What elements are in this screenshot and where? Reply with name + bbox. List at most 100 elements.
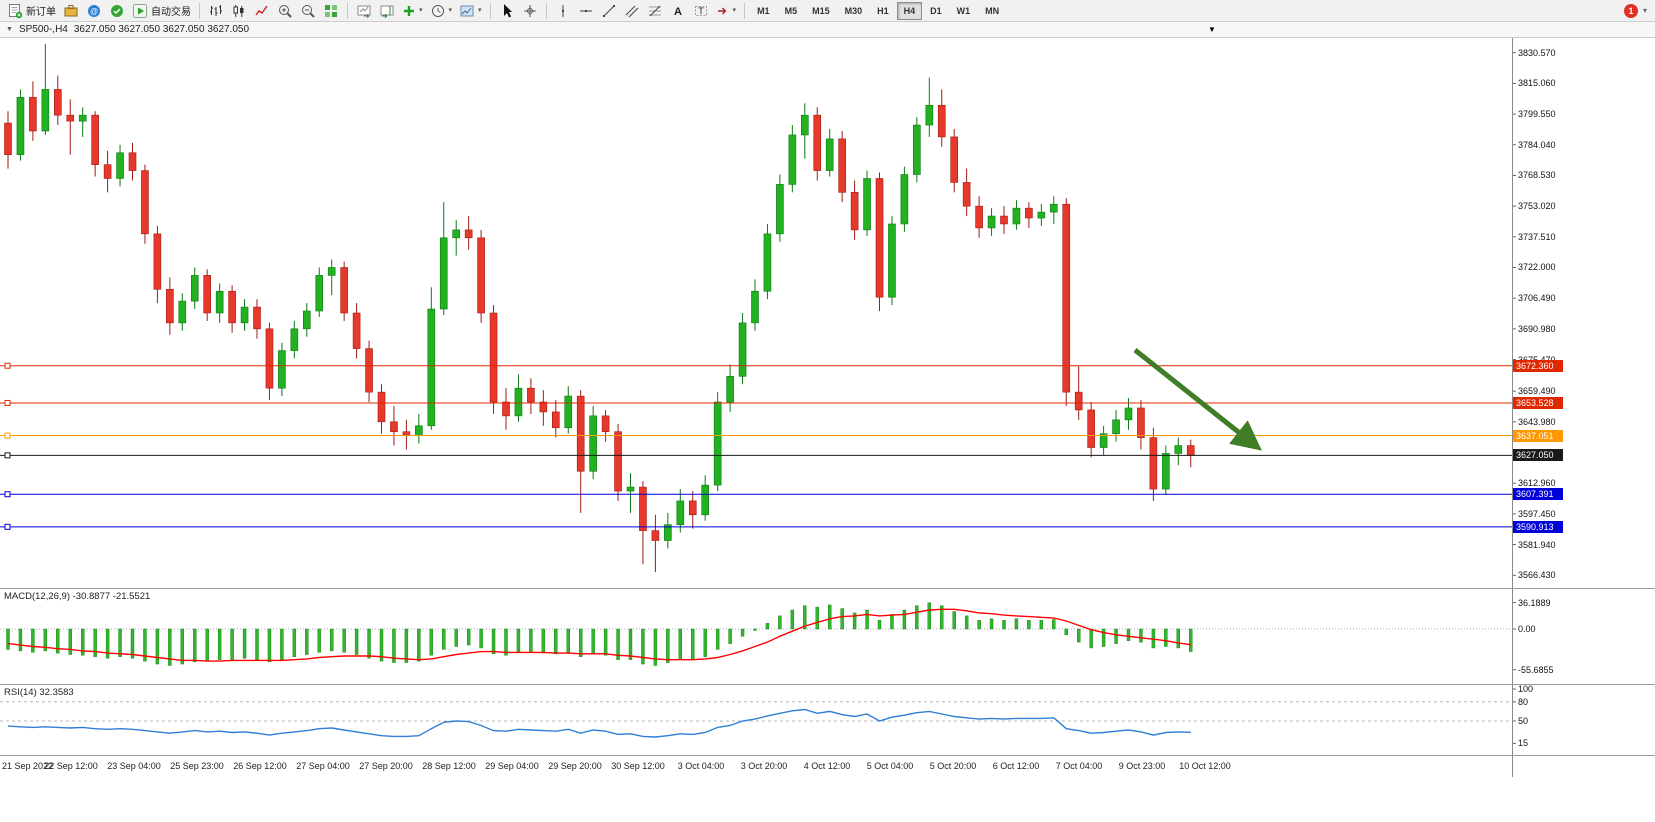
rsi-panel[interactable]: RSI(14) 32.3583 100 80 50 15 — [0, 684, 1655, 755]
candlestick-chart-button[interactable] — [228, 1, 250, 21]
price-axis-label: 3597.450 — [1518, 508, 1556, 519]
price-axis-label: 3659.490 — [1518, 386, 1556, 397]
rsi-axis-label: 100 — [1518, 684, 1534, 694]
auto-scroll-button[interactable] — [353, 1, 375, 21]
toolbar-separator — [744, 2, 746, 19]
autotrade-label: 自动交易 — [151, 7, 191, 18]
date-axis-label: 28 Sep 12:00 — [422, 761, 476, 771]
bar-chart-icon — [210, 4, 222, 16]
community-icon: @ — [88, 4, 100, 17]
date-axis-label: 29 Sep 20:00 — [548, 761, 602, 771]
price-axis-label: 3690.980 — [1518, 323, 1556, 334]
timeframe-button-h1[interactable]: H1 — [877, 5, 889, 16]
svg-text:A: A — [674, 6, 682, 18]
timeframe-button-m15[interactable]: M15 — [812, 5, 830, 16]
timeframe-button-w1[interactable]: W1 — [956, 5, 971, 16]
time-axis[interactable]: 21 Sep 2022 22 Sep 12:00 23 Sep 04:00 25 Se… — [0, 755, 1655, 777]
date-axis-label: 25 Sep 23:00 — [170, 761, 224, 771]
price-line-badge[interactable]: 3627.050 — [1513, 449, 1563, 462]
label-icon: T — [694, 5, 707, 16]
chevron-down-icon: ▾ — [732, 7, 737, 14]
toolbar-overflow-icon[interactable]: ▾ — [1642, 6, 1647, 15]
toolbar-separator — [545, 2, 547, 19]
toolbox-button[interactable] — [60, 1, 82, 21]
text-tool-button[interactable]: A — [667, 1, 689, 21]
chart-shift-marker-icon[interactable]: ▼ — [1208, 25, 1216, 34]
timeframe-button-m30[interactable]: M30 — [844, 5, 863, 16]
tile-windows-icon — [325, 4, 337, 17]
zoom-out-button[interactable] — [297, 1, 319, 21]
timeframe-button-m5[interactable]: M5 — [784, 5, 798, 16]
strategy-tester-icon — [111, 4, 123, 17]
candlestick-chart-svg — [0, 43, 1516, 576]
tile-windows-button[interactable] — [320, 1, 342, 21]
chart-shift-button[interactable] — [376, 1, 398, 21]
trendline-tool-button[interactable] — [598, 1, 620, 21]
price-line-badge[interactable]: 3672.360 — [1513, 359, 1563, 372]
main-chart-panel[interactable]: 3830.570 3815.060 3799.550 3784.040 3768.530… — [0, 38, 1655, 588]
candlestick-chart-icon — [233, 4, 244, 17]
price-line-badge[interactable]: 3590.913 — [1513, 520, 1563, 533]
rsi-chart-svg — [0, 688, 1516, 744]
line-chart-button[interactable] — [251, 1, 273, 21]
date-axis-label: 22 Sep 12:00 — [44, 761, 98, 771]
zoom-in-icon — [279, 4, 292, 18]
date-axis-label: 3 Oct 04:00 — [677, 761, 725, 771]
shapes-tool-button[interactable]: ▾ — [713, 1, 740, 21]
price-axis-label: 3722.000 — [1518, 262, 1556, 273]
cursor-button[interactable] — [496, 1, 518, 21]
fibonacci-tool-button[interactable] — [644, 1, 666, 21]
chart-stack: 3830.570 3815.060 3799.550 3784.040 3768.530… — [0, 38, 1655, 777]
period-button[interactable]: ▾ — [427, 1, 456, 21]
price-line-badge[interactable]: 3653.528 — [1513, 396, 1563, 409]
label-tool-button[interactable]: T — [690, 1, 712, 21]
vertical-line-icon — [561, 4, 564, 17]
chevron-down-icon: ▾ — [448, 7, 453, 14]
zoom-in-button[interactable] — [274, 1, 296, 21]
macd-panel[interactable]: MACD(12,26,9) -30.8877 -21.5521 36.1889 0… — [0, 588, 1655, 684]
vertical-line-tool-button[interactable] — [552, 1, 574, 21]
bar-chart-button[interactable] — [205, 1, 227, 21]
price-line-badge[interactable]: 3637.051 — [1513, 429, 1563, 442]
horizontal-line-tool-button[interactable] — [575, 1, 597, 21]
trendline-icon — [602, 4, 615, 17]
crosshair-button[interactable] — [519, 1, 541, 21]
macd-axis-label: 36.1889 — [1518, 597, 1551, 608]
candles — [4, 43, 1195, 573]
price-axis-label: 3830.570 — [1518, 47, 1556, 58]
macd-chart-svg — [0, 602, 1516, 671]
price-axis-line — [1512, 38, 1513, 777]
horizontal-price-lines[interactable] — [0, 362, 1512, 530]
strategy-tester-button[interactable] — [106, 1, 128, 21]
timeframe-button-h4[interactable]: H4 — [896, 1, 923, 20]
collapse-chart-icon[interactable]: ▼ — [6, 26, 13, 33]
template-button[interactable]: ▾ — [456, 1, 485, 21]
date-axis-label: 27 Sep 04:00 — [296, 761, 350, 771]
date-axis-label: 6 Oct 12:00 — [992, 761, 1040, 771]
date-axis-label: 9 Oct 23:00 — [1118, 761, 1166, 771]
autotrade-button[interactable]: 自动交易 — [129, 1, 194, 21]
price-axis-label: 3768.530 — [1518, 170, 1556, 181]
community-button[interactable]: @ — [83, 1, 105, 21]
timeframe-button-m1[interactable]: M1 — [757, 5, 770, 16]
new-order-button[interactable]: 新订单 — [4, 1, 59, 21]
timeframe-button-d1[interactable]: D1 — [930, 5, 942, 16]
add-indicator-icon — [404, 5, 414, 16]
price-axis-label: 3753.020 — [1518, 201, 1556, 212]
channel-icon — [625, 5, 638, 17]
trend-arrow[interactable] — [1133, 348, 1262, 451]
date-axis-label: 4 Oct 12:00 — [803, 761, 851, 771]
channel-tool-button[interactable] — [621, 1, 643, 21]
date-axis-label: 23 Sep 04:00 — [107, 761, 161, 771]
date-axis-label: 29 Sep 04:00 — [485, 761, 539, 771]
notification-badge[interactable]: 1 — [1623, 3, 1638, 18]
date-axis-label: 27 Sep 20:00 — [359, 761, 413, 771]
macd-signal-line — [7, 608, 1191, 662]
toolbar-separator — [489, 2, 491, 19]
line-chart-icon — [255, 5, 268, 15]
add-indicator-button[interactable]: ▾ — [399, 1, 426, 21]
timeframe-button-mn[interactable]: MN — [985, 5, 1000, 16]
date-axis-label: 5 Oct 04:00 — [866, 761, 914, 771]
price-line-badge[interactable]: 3607.391 — [1513, 488, 1563, 501]
fibonacci-icon — [648, 5, 661, 16]
